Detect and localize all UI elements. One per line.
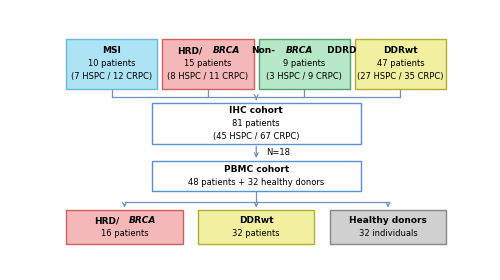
FancyBboxPatch shape bbox=[354, 39, 446, 88]
Text: IHC cohort: IHC cohort bbox=[230, 106, 283, 115]
FancyBboxPatch shape bbox=[152, 161, 361, 191]
FancyBboxPatch shape bbox=[66, 39, 158, 88]
Text: Non-: Non- bbox=[252, 46, 276, 55]
Text: (45 HSPC / 67 CRPC): (45 HSPC / 67 CRPC) bbox=[213, 132, 300, 141]
FancyBboxPatch shape bbox=[66, 210, 182, 244]
FancyBboxPatch shape bbox=[162, 39, 254, 88]
Text: DDRwt: DDRwt bbox=[383, 46, 418, 55]
Text: (3 HSPC / 9 CRPC): (3 HSPC / 9 CRPC) bbox=[266, 72, 342, 81]
Text: 48 patients + 32 healthy donors: 48 patients + 32 healthy donors bbox=[188, 178, 324, 187]
FancyBboxPatch shape bbox=[330, 210, 446, 244]
Text: DDRD: DDRD bbox=[324, 46, 356, 55]
Text: PBMC cohort: PBMC cohort bbox=[224, 165, 289, 174]
Text: 32 individuals: 32 individuals bbox=[358, 229, 418, 238]
Text: Healthy donors: Healthy donors bbox=[349, 216, 427, 225]
Text: (7 HSPC / 12 CRPC): (7 HSPC / 12 CRPC) bbox=[72, 72, 152, 81]
Text: DDRwt: DDRwt bbox=[239, 216, 274, 225]
Text: 32 patients: 32 patients bbox=[232, 229, 280, 238]
Text: 10 patients: 10 patients bbox=[88, 59, 136, 68]
Text: MSI: MSI bbox=[102, 46, 122, 55]
Text: 15 patients: 15 patients bbox=[184, 59, 232, 68]
Text: BRCA: BRCA bbox=[286, 46, 314, 55]
FancyBboxPatch shape bbox=[198, 210, 314, 244]
FancyBboxPatch shape bbox=[152, 102, 361, 144]
Text: BRCA: BRCA bbox=[129, 216, 156, 225]
Text: 9 patients: 9 patients bbox=[283, 59, 325, 68]
Text: (8 HSPC / 11 CRPC): (8 HSPC / 11 CRPC) bbox=[168, 72, 248, 81]
Text: (27 HSPC / 35 CRPC): (27 HSPC / 35 CRPC) bbox=[357, 72, 444, 81]
Text: 47 patients: 47 patients bbox=[376, 59, 424, 68]
Text: HRD/: HRD/ bbox=[94, 216, 119, 225]
Text: BRCA: BRCA bbox=[212, 46, 240, 55]
Text: 16 patients: 16 patients bbox=[100, 229, 148, 238]
FancyBboxPatch shape bbox=[258, 39, 350, 88]
Text: N=18: N=18 bbox=[266, 148, 290, 157]
Text: 81 patients: 81 patients bbox=[232, 118, 280, 128]
Text: HRD/: HRD/ bbox=[177, 46, 203, 55]
